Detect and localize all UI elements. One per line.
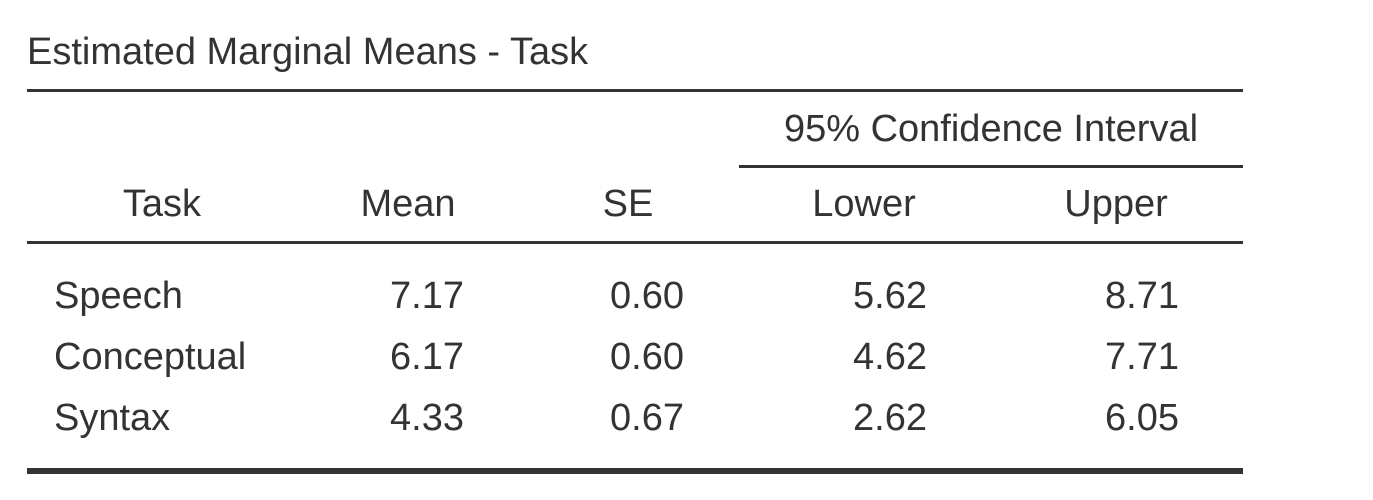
table-cell-lower: 2.62: [853, 397, 927, 439]
column-header-mean: Mean: [360, 183, 456, 225]
bottom-rule: [27, 468, 1243, 474]
table-cell-se: 0.60: [610, 275, 684, 317]
table-cell-lower: 4.62: [853, 336, 927, 378]
table-cell-task: Speech: [54, 275, 183, 317]
table-cell-task: Syntax: [54, 397, 171, 439]
table-cell-upper: 6.05: [1105, 397, 1179, 439]
column-header-lower: Lower: [812, 183, 916, 225]
table-title: Estimated Marginal Means - Task: [27, 31, 589, 73]
table-cell-upper: 8.71: [1105, 275, 1179, 317]
column-header-se: SE: [602, 183, 654, 225]
ci-spanner-header: 95% Confidence Interval: [783, 108, 1199, 150]
table-cell-mean: 4.33: [390, 397, 464, 439]
table-cell-lower: 5.62: [853, 275, 927, 317]
table-cell-mean: 7.17: [390, 275, 464, 317]
top-rule: [27, 89, 1243, 92]
table-cell-mean: 6.17: [390, 336, 464, 378]
table-cell-se: 0.67: [610, 397, 684, 439]
column-header-task: Task: [122, 183, 202, 225]
table-cell-se: 0.60: [610, 336, 684, 378]
header-rule: [27, 241, 1243, 244]
table-cell-task: Conceptual: [54, 336, 247, 378]
table-cell-upper: 7.71: [1105, 336, 1179, 378]
ci-spanner-rule: [739, 165, 1243, 168]
column-header-upper: Upper: [1064, 183, 1168, 225]
